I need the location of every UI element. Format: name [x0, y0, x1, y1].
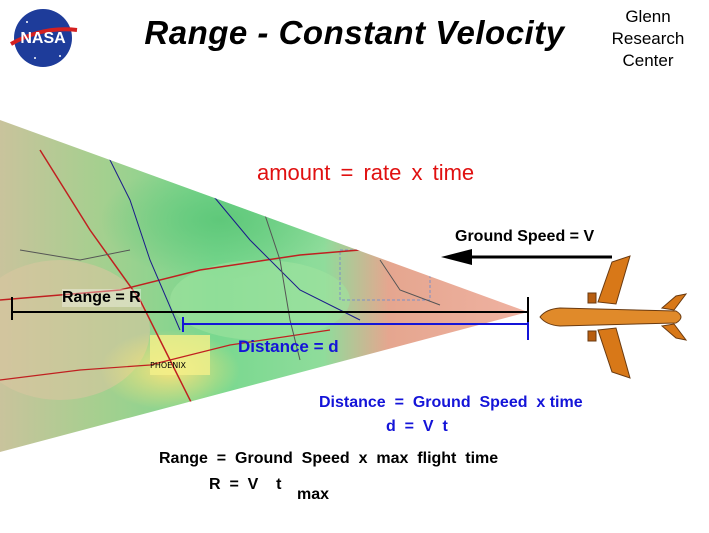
distance-short-equation: d = V t: [386, 418, 448, 435]
map-city-label: PHOENIX: [150, 361, 187, 370]
distance-equation: Distance = Ground Speed x time: [319, 394, 583, 411]
amount-equation: amount = rate x time: [257, 160, 475, 185]
range-equation: Range = Ground Speed x max flight time: [159, 450, 499, 467]
airplane-icon: [539, 255, 688, 379]
center-line1: Glenn: [625, 7, 671, 26]
distance-bracket: [182, 317, 529, 340]
range-label: Range = R: [62, 289, 141, 307]
distance-label: Distance = d: [238, 337, 339, 356]
velocity-arrow: [441, 249, 612, 265]
range-bracket: [11, 297, 529, 322]
center-name: Glenn Research Center: [588, 6, 708, 72]
nasa-logo-icon: NASA: [10, 9, 78, 67]
ground-speed-label: Ground Speed = V: [455, 228, 595, 245]
center-line3: Center: [622, 51, 674, 70]
max-subscript: max: [297, 486, 330, 503]
nasa-logo-text: NASA: [20, 30, 66, 47]
page-title: Range - Constant Velocity: [144, 14, 565, 51]
range-short-equation: R = V t: [209, 476, 282, 493]
center-line2: Research: [611, 29, 685, 48]
